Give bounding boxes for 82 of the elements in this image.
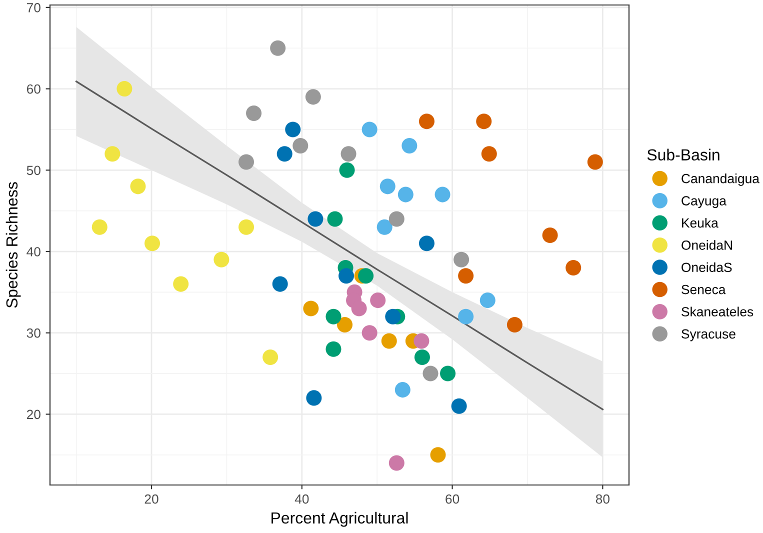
point [173, 276, 189, 292]
point [276, 146, 292, 162]
point [418, 114, 434, 130]
point [238, 219, 254, 235]
point [414, 350, 430, 366]
point [430, 447, 446, 463]
point [381, 333, 397, 349]
point [246, 105, 262, 121]
point [337, 316, 353, 332]
y-tick-label: 40 [26, 247, 40, 256]
point [214, 252, 230, 268]
point [376, 219, 392, 235]
point [402, 138, 418, 154]
point [476, 114, 492, 130]
point [458, 308, 474, 324]
point [270, 40, 286, 56]
y-tick-label: 30 [26, 328, 40, 338]
legend-label: OneidaN [682, 240, 732, 250]
point [451, 398, 467, 414]
point [285, 122, 301, 138]
point [144, 236, 160, 252]
point [92, 219, 108, 235]
point [305, 89, 321, 105]
y-tick-label: 70 [26, 3, 40, 12]
point [434, 186, 450, 202]
point [388, 211, 404, 227]
x-tick-label: 60 [446, 494, 460, 504]
point [327, 211, 343, 227]
legend-label: Keuka [682, 218, 718, 228]
point [340, 146, 356, 162]
point [454, 252, 470, 268]
point [130, 178, 146, 194]
point [358, 268, 374, 284]
x-tick-label: 40 [294, 494, 309, 504]
point [238, 154, 254, 170]
point [362, 122, 378, 138]
legend-label: OneidaS [682, 262, 732, 272]
point [542, 227, 558, 243]
point [370, 292, 386, 308]
x-axis-title: Percent Agricultural [272, 512, 408, 527]
x-tick-label: 80 [596, 494, 610, 504]
point [104, 146, 120, 162]
point [326, 308, 342, 324]
point [338, 268, 354, 284]
y-tick-label: 20 [26, 410, 40, 420]
point [480, 292, 496, 308]
point [398, 186, 414, 202]
y-axis-title: Species Richness [6, 182, 21, 308]
point [262, 350, 278, 366]
point [394, 382, 410, 398]
point [458, 268, 474, 284]
point [380, 178, 396, 194]
point [440, 366, 456, 382]
point [116, 81, 132, 97]
point [385, 308, 401, 324]
point [388, 455, 404, 471]
legend-label: Skaneateles [682, 306, 754, 316]
point [418, 236, 434, 252]
y-tick-label: 50 [26, 166, 40, 176]
point [566, 260, 582, 276]
point [414, 333, 430, 349]
y-tick-label: 60 [26, 84, 40, 94]
point [587, 154, 603, 170]
line-series [75, 80, 604, 410]
point [339, 162, 355, 178]
point [351, 300, 367, 316]
legend-label: Canandaigua [682, 174, 760, 186]
point [272, 276, 288, 292]
point [506, 316, 522, 332]
legend-title: Sub-Basin [647, 148, 720, 161]
point [308, 211, 324, 227]
point [303, 300, 319, 316]
legend-label: Seneca [682, 284, 726, 294]
point [422, 366, 438, 382]
legend-label: Cayuga [682, 196, 726, 208]
x-tick-label: 20 [144, 494, 158, 504]
point [306, 390, 322, 406]
point [292, 138, 308, 154]
point [481, 146, 497, 162]
point [326, 341, 342, 357]
point [362, 325, 378, 341]
legend-label: Syracuse [682, 329, 736, 342]
